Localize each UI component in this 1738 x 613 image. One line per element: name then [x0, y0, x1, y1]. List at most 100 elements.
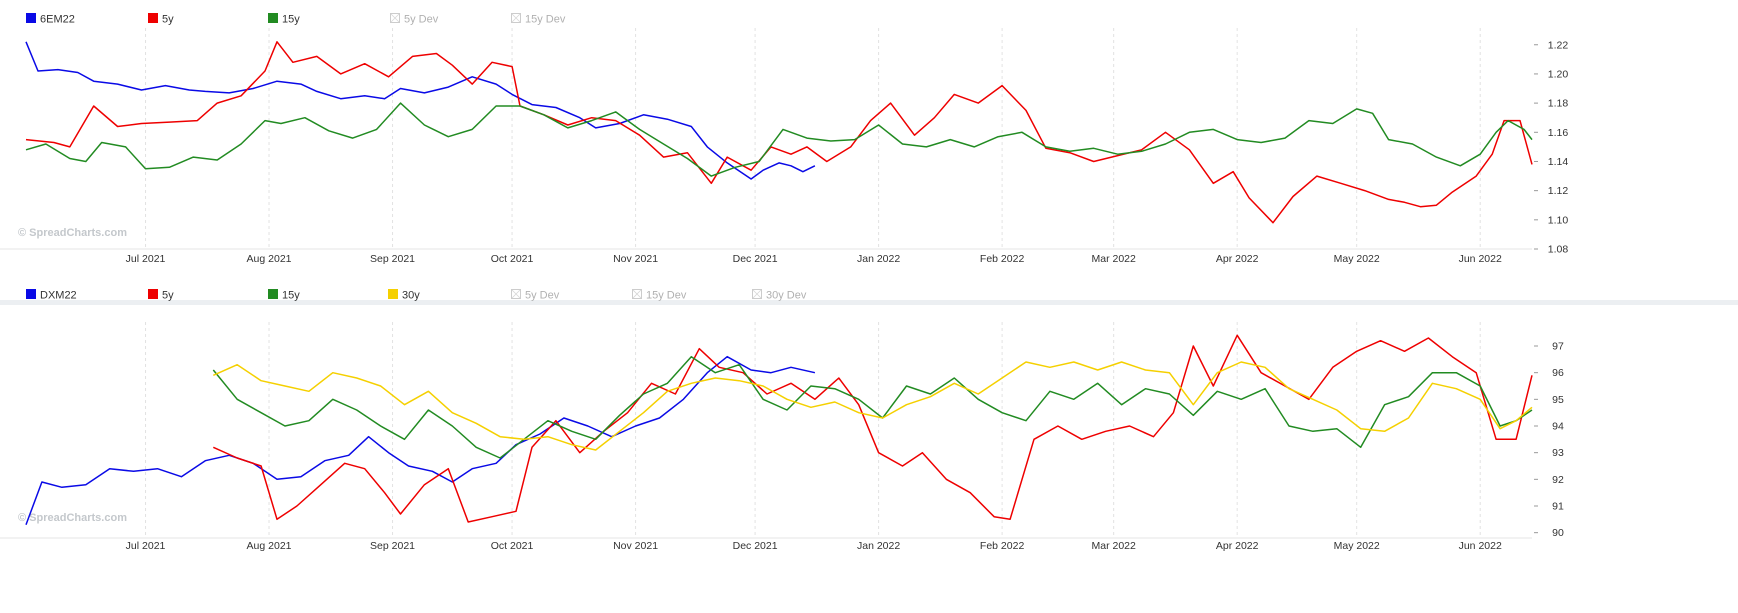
x-tick-label: Oct 2021 [491, 253, 534, 265]
y-axis: 90 91 92 93 94 95 96 97 [1534, 341, 1564, 539]
watermark: © SpreadCharts.com [18, 512, 127, 524]
legend: DXM22 5y 15y 30y 5y Dev 15y Dev 30y Dev [26, 289, 807, 302]
y-tick-label: 1.20 [1548, 68, 1569, 80]
legend-label: 15y Dev [646, 290, 687, 302]
legend-item-15y[interactable]: 15y [268, 13, 300, 26]
y-tick-label: 95 [1552, 394, 1564, 406]
legend-label: 15y Dev [525, 14, 566, 26]
legend-swatch [26, 13, 36, 23]
series-line-15y [212, 355, 1533, 459]
legend-label: 30y Dev [766, 290, 807, 302]
legend-item-dxm22[interactable]: DXM22 [26, 289, 77, 302]
legend-swatch-disabled [511, 13, 521, 23]
y-tick-label: 92 [1552, 474, 1564, 486]
x-grid [145, 28, 1481, 249]
chart-eurusd: 6EM22 5y 15y 5y Dev 15y Dev Jul 2021 Aug 2021 S… [0, 13, 1569, 265]
x-tick-label: May 2022 [1334, 253, 1380, 265]
series-line-5y [25, 41, 1533, 224]
panel-divider [0, 300, 1738, 305]
y-tick-label: 94 [1552, 421, 1564, 433]
y-tick-label: 1.08 [1548, 244, 1569, 256]
series-line-5y [212, 334, 1533, 523]
chart-panel-eurusd: 6EM22 5y 15y 5y Dev 15y Dev Jul 2021 Aug 2021 S… [0, 0, 1738, 300]
legend-item-15y-dev[interactable]: 15y Dev [511, 13, 566, 26]
legend-swatch-disabled [632, 289, 642, 299]
y-tick-label: 90 [1552, 527, 1564, 539]
legend-label: 5y [162, 290, 174, 302]
legend-label: 15y [282, 14, 300, 26]
x-tick-label: Jan 2022 [857, 253, 900, 265]
legend-label: 5y [162, 14, 174, 26]
legend: 6EM22 5y 15y 5y Dev 15y Dev [26, 13, 566, 26]
x-tick-label: Sep 2021 [370, 540, 415, 552]
y-tick-label: 1.16 [1548, 127, 1569, 139]
x-tick-label: Jan 2022 [857, 540, 900, 552]
legend-swatch [268, 289, 278, 299]
series-line-15y [25, 102, 1533, 177]
series-line-30y [212, 361, 1533, 451]
legend-item-5y-dev[interactable]: 5y Dev [390, 13, 439, 26]
x-tick-label: Aug 2021 [247, 253, 292, 265]
x-tick-label: Dec 2021 [733, 253, 778, 265]
x-tick-label: Jul 2021 [126, 253, 166, 265]
y-axis: 1.08 1.10 1.12 1.14 1.16 1.18 1.20 1.22 [1534, 39, 1569, 256]
legend-item-30y-dev[interactable]: 30y Dev [752, 289, 807, 302]
legend-label: 5y Dev [525, 290, 560, 302]
legend-item-30y[interactable]: 30y [388, 289, 420, 302]
legend-swatch-cross [511, 13, 521, 23]
legend-item-6em22[interactable]: 6EM22 [26, 13, 75, 26]
chart-dxy: DXM22 5y 15y 30y 5y Dev 15y Dev 30y Dev Jul 202… [0, 289, 1564, 552]
series-line-6em22 [25, 41, 816, 180]
x-tick-label: Jun 2022 [1459, 540, 1502, 552]
legend-swatch-cross [752, 289, 762, 299]
series-line-dxm22 [25, 355, 816, 525]
legend-item-5y[interactable]: 5y [148, 13, 174, 26]
legend-label: DXM22 [40, 290, 77, 302]
legend-label: 30y [402, 290, 420, 302]
x-tick-label: Apr 2022 [1216, 253, 1259, 265]
legend-swatch-cross [511, 289, 521, 299]
legend-item-5y-dev[interactable]: 5y Dev [511, 289, 560, 302]
x-tick-label: Mar 2022 [1091, 540, 1136, 552]
y-tick-label: 91 [1552, 501, 1564, 513]
x-axis: Jul 2021 Aug 2021 Sep 2021 Oct 2021 Nov 2021… [126, 253, 1502, 265]
legend-item-15y[interactable]: 15y [268, 289, 300, 302]
legend-swatch [148, 13, 158, 23]
legend-label: 15y [282, 290, 300, 302]
y-tick-label: 1.14 [1548, 156, 1569, 168]
x-tick-label: Dec 2021 [733, 540, 778, 552]
x-grid [145, 322, 1481, 538]
x-tick-label: Nov 2021 [613, 253, 658, 265]
x-tick-label: Mar 2022 [1091, 253, 1136, 265]
legend-swatch-cross [632, 289, 642, 299]
y-tick-label: 97 [1552, 341, 1564, 353]
x-tick-label: Apr 2022 [1216, 540, 1259, 552]
x-tick-label: May 2022 [1334, 540, 1380, 552]
legend-swatch-disabled [390, 13, 400, 23]
series-group [25, 334, 1533, 525]
y-tick-label: 96 [1552, 367, 1564, 379]
legend-swatch [388, 289, 398, 299]
y-tick-label: 1.18 [1548, 98, 1569, 110]
x-tick-label: Aug 2021 [247, 540, 292, 552]
legend-swatch [26, 289, 36, 299]
chart-panel-dxy: DXM22 5y 15y 30y 5y Dev 15y Dev 30y Dev Jul 202… [0, 289, 1738, 613]
legend-item-5y[interactable]: 5y [148, 289, 174, 302]
legend-swatch-disabled [511, 289, 521, 299]
y-tick-label: 1.22 [1548, 39, 1569, 51]
y-tick-label: 93 [1552, 447, 1564, 459]
x-tick-label: Feb 2022 [980, 540, 1025, 552]
x-tick-label: Feb 2022 [980, 253, 1025, 265]
legend-swatch [268, 13, 278, 23]
legend-swatch [148, 289, 158, 299]
x-tick-label: Sep 2021 [370, 253, 415, 265]
x-axis: Jul 2021 Aug 2021 Sep 2021 Oct 2021 Nov 2021… [126, 540, 1502, 552]
legend-label: 5y Dev [404, 14, 439, 26]
x-tick-label: Jun 2022 [1459, 253, 1502, 265]
legend-swatch-cross [390, 13, 400, 23]
legend-item-15y-dev[interactable]: 15y Dev [632, 289, 687, 302]
y-tick-label: 1.12 [1548, 185, 1569, 197]
series-group [25, 41, 1533, 224]
x-tick-label: Oct 2021 [491, 540, 534, 552]
x-tick-label: Jul 2021 [126, 540, 166, 552]
